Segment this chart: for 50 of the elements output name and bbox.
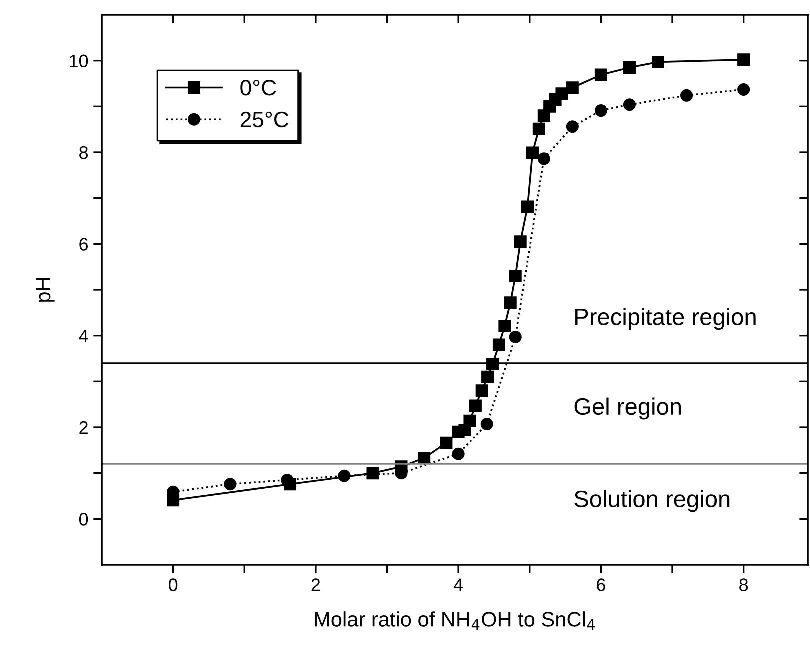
x-tick-label: 8 [740,578,748,592]
point [680,89,694,102]
point [469,400,482,412]
point [556,88,568,100]
annotation: Gel region [574,398,682,420]
x-tick-label: 4 [454,578,464,592]
point [464,414,476,428]
point [480,418,494,431]
point [521,200,534,214]
point [509,330,522,344]
point [476,384,488,398]
annotation: Precipitate region [576,308,756,330]
point [482,370,494,384]
legend-label: 0°C [240,80,276,96]
x-tick-label: 2 [312,578,320,592]
point [594,104,608,118]
y-tick-label: 8 [80,146,88,160]
x-tick-label: 6 [597,578,606,592]
point [492,338,506,352]
point [509,270,522,282]
point [452,448,465,460]
point [566,120,579,134]
point [623,61,636,74]
point [738,54,750,66]
x-tick-label: 0 [169,578,178,592]
legend-label: 25°C [240,112,289,128]
point [366,467,380,480]
point [514,236,527,248]
x-axis-title: Molar ratio of NH$_{4}$OH to SnCl$_{4}$ [315,612,596,630]
point [418,452,431,464]
point [652,56,664,68]
point [498,320,512,332]
annotation: Solution region [574,490,730,512]
point [532,122,546,136]
point [526,146,539,160]
point [224,478,237,491]
y-tick-label: 6 [80,238,88,251]
point [338,470,351,482]
point [566,82,579,94]
y-tick-label: 10 [70,54,88,68]
point [538,152,550,166]
y-tick-label: 0 [79,513,88,526]
point [504,296,517,310]
point [738,83,750,96]
point [594,68,608,82]
y-tick-label: 2 [80,421,88,434]
point [623,98,636,112]
y-axis-title: pH [36,278,55,302]
point [440,436,453,450]
y-tick-label: 4 [79,330,88,342]
